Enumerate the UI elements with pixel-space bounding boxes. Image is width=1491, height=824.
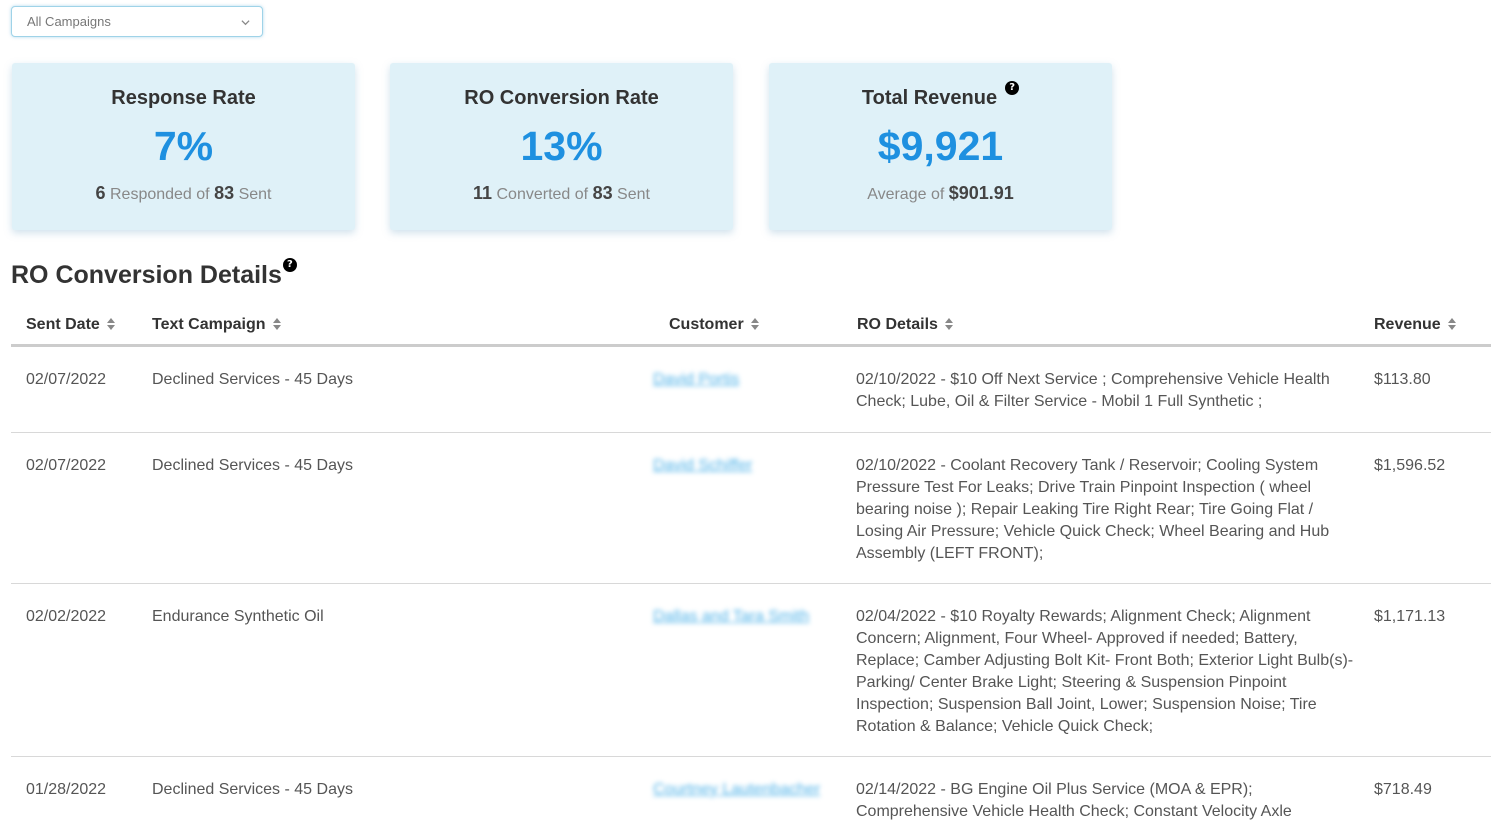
table-row: 02/02/2022 Endurance Synthetic Oil Dalla… — [11, 584, 1491, 757]
column-header-sent-date[interactable]: Sent Date — [26, 316, 115, 334]
cell-sent-date: 02/07/2022 — [26, 457, 107, 474]
table-header: Sent Date Text Campaign Customer RO Deta… — [11, 304, 1491, 347]
sent-count: 83 — [592, 183, 613, 203]
campaign-select[interactable]: All Campaigns — [11, 6, 263, 37]
sort-icon — [750, 317, 759, 330]
header-label: Sent Date — [26, 316, 100, 333]
header-label: Revenue — [1374, 316, 1441, 333]
cell-customer: Dallas and Tara Smith — [653, 606, 809, 628]
cell-sent-date: 02/07/2022 — [26, 371, 107, 388]
cell-campaign: Declined Services - 45 Days — [152, 781, 353, 798]
header-label: RO Details — [857, 316, 938, 333]
customer-link[interactable]: Courtney Lautenbacher — [653, 781, 821, 798]
ro-conversion-table: Sent Date Text Campaign Customer RO Deta… — [11, 304, 1491, 824]
responded-label: Responded of — [109, 186, 210, 203]
cell-campaign: Declined Services - 45 Days — [152, 371, 353, 388]
table-row: 02/07/2022 Declined Services - 45 Days D… — [11, 347, 1491, 433]
sort-icon — [272, 317, 281, 330]
sent-label: Sent — [617, 186, 650, 203]
header-label: Customer — [669, 316, 744, 333]
sent-count: 83 — [214, 183, 235, 203]
average-label: Average of — [867, 186, 945, 203]
cell-sent-date: 02/02/2022 — [26, 608, 107, 625]
section-title-text: RO Conversion Details — [11, 261, 282, 289]
card-title: Total Revenue? — [769, 81, 1112, 110]
header-label: Text Campaign — [152, 316, 266, 333]
help-icon[interactable]: ? — [1005, 81, 1020, 95]
card-subtext: 6 Responded of 83 Sent — [12, 183, 355, 204]
table-row: 02/07/2022 Declined Services - 45 Days D… — [11, 433, 1491, 584]
card-value: 7% — [153, 123, 214, 169]
responded-count: 6 — [95, 183, 106, 203]
column-header-ro-details[interactable]: RO Details — [857, 316, 953, 334]
customer-link[interactable]: Dallas and Tara Smith — [653, 608, 810, 625]
column-header-customer[interactable]: Customer — [669, 316, 759, 334]
cell-customer: David Portis — [653, 369, 739, 391]
sort-icon — [1447, 317, 1456, 330]
ro-conversion-rate-card: RO Conversion Rate 13% 11 Converted of 8… — [390, 63, 733, 230]
help-icon[interactable]: ? — [282, 258, 297, 272]
cell-customer: David Schiffer — [653, 455, 752, 477]
converted-count: 11 — [473, 183, 493, 203]
cell-revenue: $718.49 — [1374, 781, 1432, 798]
sent-label: Sent — [238, 186, 272, 203]
chevron-down-icon — [241, 20, 250, 26]
average-value: $901.91 — [948, 183, 1014, 203]
total-revenue-card: Total Revenue? $9,921 Average of $901.91 — [769, 63, 1112, 230]
section-title: RO Conversion Details? — [11, 258, 297, 290]
sort-icon — [944, 317, 953, 330]
response-rate-card: Response Rate 7% 6 Responded of 83 Sent — [12, 63, 355, 230]
card-title: RO Conversion Rate — [464, 87, 659, 109]
customer-link[interactable]: David Portis — [653, 371, 740, 388]
column-header-revenue[interactable]: Revenue — [1374, 316, 1456, 334]
cell-customer: Courtney Lautenbacher — [653, 779, 820, 801]
cell-ro-details: 02/04/2022 - $10 Royalty Rewards; Alignm… — [856, 608, 1354, 735]
card-value: 13% — [520, 123, 603, 169]
sort-icon — [106, 317, 115, 330]
cell-revenue: $1,596.52 — [1374, 457, 1446, 474]
card-subtext: Average of $901.91 — [769, 183, 1112, 204]
campaign-select-value: All Campaigns — [27, 14, 111, 29]
card-title: Response Rate — [111, 87, 256, 109]
cell-campaign: Endurance Synthetic Oil — [152, 608, 324, 625]
cell-ro-details: 02/10/2022 - Coolant Recovery Tank / Res… — [856, 457, 1330, 562]
table-row: 01/28/2022 Declined Services - 45 Days C… — [11, 757, 1491, 824]
card-title-text: Total Revenue — [861, 87, 998, 109]
cell-ro-details: 02/10/2022 - $10 Off Next Service ; Comp… — [856, 371, 1330, 410]
cell-ro-details: 02/14/2022 - BG Engine Oil Plus Service … — [856, 781, 1292, 820]
cell-campaign: Declined Services - 45 Days — [152, 457, 353, 474]
card-value: $9,921 — [877, 123, 1004, 169]
card-subtext: 11 Converted of 83 Sent — [390, 183, 733, 204]
column-header-text-campaign[interactable]: Text Campaign — [152, 316, 281, 334]
converted-label: Converted of — [496, 186, 589, 203]
cell-revenue: $113.80 — [1374, 371, 1431, 388]
customer-link[interactable]: David Schiffer — [653, 457, 753, 474]
cell-revenue: $1,171.13 — [1374, 608, 1446, 625]
cell-sent-date: 01/28/2022 — [26, 781, 107, 798]
